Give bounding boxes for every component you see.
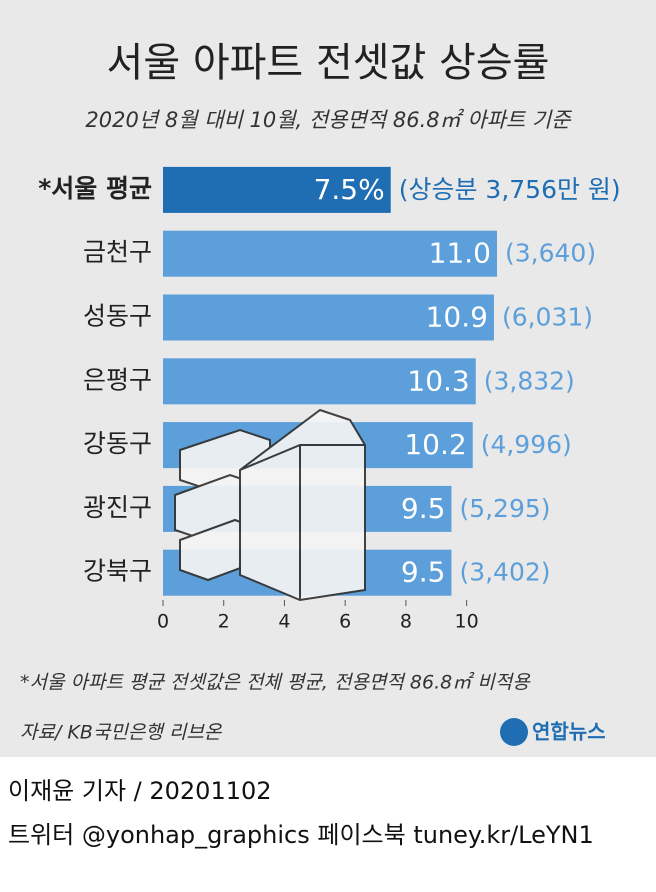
annotation: (3,402) — [459, 558, 550, 587]
annotation: (3,832) — [484, 366, 575, 395]
annotation: (3,640) — [505, 239, 596, 268]
value-label: 11.0 — [429, 237, 491, 270]
annotation: (상승분 3,756만 원) — [399, 175, 621, 204]
social: 트위터 @yonhap_graphics 페이스북 tuney.kr/LeYN1 — [8, 821, 594, 849]
value-label: 10.3 — [407, 364, 469, 397]
x-tick-label: 2 — [218, 611, 230, 633]
y-tick-label: 은평구 — [83, 365, 152, 394]
annotation: (6,031) — [502, 303, 593, 332]
logo: 연합뉴스 — [532, 720, 606, 744]
x-tick-label: 6 — [339, 611, 351, 633]
y-tick-label: 강동구 — [83, 429, 152, 458]
value-label: 9.5 — [401, 492, 446, 525]
bar — [163, 230, 497, 277]
annotation: (5,295) — [459, 494, 550, 523]
y-tick-label: *서울 평균 — [38, 174, 152, 203]
byline: 이재윤 기자 / 20201102 — [8, 777, 272, 805]
value-label: 7.5% — [314, 173, 385, 206]
value-label: 9.5 — [401, 556, 446, 589]
bar — [163, 358, 476, 405]
y-tick-label: 금천구 — [83, 238, 152, 267]
building-illustration — [174, 408, 366, 602]
x-tick-label: 8 — [400, 611, 412, 633]
x-tick-label: 10 — [455, 611, 479, 633]
footnote: *서울 아파트 평균 전셋값은 전체 평균, 전용면적 86.8㎡ 비적용 — [20, 672, 531, 694]
bar — [163, 294, 494, 341]
source: 자료/ KB국민은행 리브온 — [20, 722, 223, 744]
y-tick-label: 광진구 — [83, 493, 152, 522]
value-label: 10.2 — [404, 428, 466, 461]
subtitle: 2020년 8월 대비 10월, 전용면적 86.8㎡ 아파트 기준 — [85, 108, 572, 132]
y-tick-label: 성동구 — [83, 302, 152, 331]
y-tick-label: 강북구 — [83, 557, 152, 586]
value-label: 10.9 — [426, 301, 488, 334]
x-tick-label: 4 — [278, 611, 290, 633]
x-tick-label: 0 — [157, 611, 169, 633]
logo-icon — [500, 718, 528, 746]
chart-title: 서울 아파트 전셋값 상승률 — [107, 40, 550, 86]
bar — [163, 166, 391, 213]
annotation: (4,996) — [481, 430, 572, 459]
